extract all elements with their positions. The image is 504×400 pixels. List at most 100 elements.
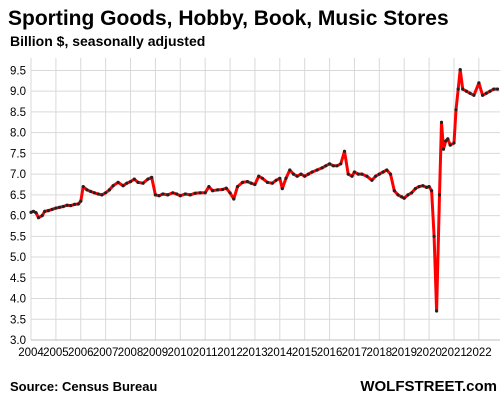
data-point [284,176,288,180]
data-point [458,68,462,72]
data-point [385,168,389,172]
data-point [315,168,319,172]
data-point [136,180,140,184]
data-point [427,185,431,189]
data-point [468,91,472,95]
source-label: Source: Census Bureau [10,379,157,394]
y-tick-label: 6.5 [10,190,26,202]
data-point [464,89,468,93]
data-point [425,185,429,189]
data-point [456,87,460,91]
data-point [228,191,232,195]
data-point [178,194,182,198]
data-point [89,189,93,194]
data-point [477,81,481,85]
data-point [29,210,33,214]
data-point [492,87,496,91]
data-point [175,192,179,196]
data-point [65,203,69,207]
chart-subtitle: Billion $, seasonally adjusted [10,33,205,49]
data-point [388,172,393,176]
data-point [171,191,175,195]
data-point [310,170,314,174]
data-point [253,182,257,187]
data-point [92,191,96,195]
data-point [207,185,211,189]
data-point [249,181,253,185]
data-point [352,170,356,174]
data-point [299,172,303,176]
data-point [402,196,406,200]
y-tick-label: 4.5 [10,273,26,285]
data-point [40,214,44,218]
data-point [96,192,100,196]
data-point [335,164,339,168]
x-tick-label: 2013 [242,347,268,359]
data-point [128,180,133,184]
brand-label: WOLFSTREET.com [360,378,497,395]
data-point [31,209,36,213]
data-point [339,162,343,166]
data-point [46,209,51,213]
data-point [495,87,500,91]
data-point [100,193,104,197]
y-axis: 3.0 3.5 4.0 4.5 5.0 5.5 6.0 6.5 7.0 7.5 8.0 8.5 9.0 9… [10,65,26,347]
data-point [350,174,354,178]
series-line [29,68,499,313]
data-point [61,204,65,209]
data-point [221,187,225,192]
y-tick-label: 9.5 [10,65,26,77]
data-point [295,174,299,178]
data-point [439,120,444,124]
data-point [232,197,236,201]
data-point [374,174,378,178]
x-tick-label: 2017 [342,347,368,359]
data-point [472,93,476,97]
data-point [488,89,492,93]
data-point [365,174,369,178]
chart-title: Sporting Goods, Hobby, Book, Music Store… [8,7,449,30]
x-tick-label: 2015 [292,347,318,359]
data-point [452,141,456,145]
data-point [150,175,154,179]
x-tick-label: 2021 [441,347,467,359]
y-tick-label: 7.5 [10,148,26,160]
data-point [396,193,400,197]
x-tick-label: 2011 [193,347,218,359]
x-tick-label: 2007 [93,347,119,359]
data-point [81,185,85,189]
data-point [141,181,145,185]
data-point [257,174,261,178]
data-point [235,185,240,189]
x-tick-label: 2022 [466,347,492,359]
data-point [444,139,448,143]
data-point [132,177,136,181]
data-point [270,181,274,185]
data-point [274,178,278,182]
data-point [193,191,197,195]
data-point [240,180,245,184]
x-tick-label: 2016 [317,347,343,359]
data-point [280,187,284,191]
data-point [481,93,485,97]
x-tick-label: 2008 [118,347,144,359]
y-tick-label: 3.5 [10,314,26,326]
data-point [306,172,310,176]
data-point [157,194,161,198]
x-tick-label: 2009 [143,347,169,359]
y-tick-label: 5.0 [10,252,26,264]
data-point [183,192,187,196]
x-tick-label: 2004 [18,347,44,359]
x-tick-label: 2020 [416,347,442,359]
data-point [303,174,307,178]
data-point [58,205,62,209]
data-point [413,187,417,191]
data-point [342,149,347,153]
data-point [34,211,38,215]
x-tick-label: 2005 [43,347,69,359]
data-point [432,234,436,238]
data-point [421,184,425,188]
data-point [410,191,414,195]
data-point [260,176,264,180]
